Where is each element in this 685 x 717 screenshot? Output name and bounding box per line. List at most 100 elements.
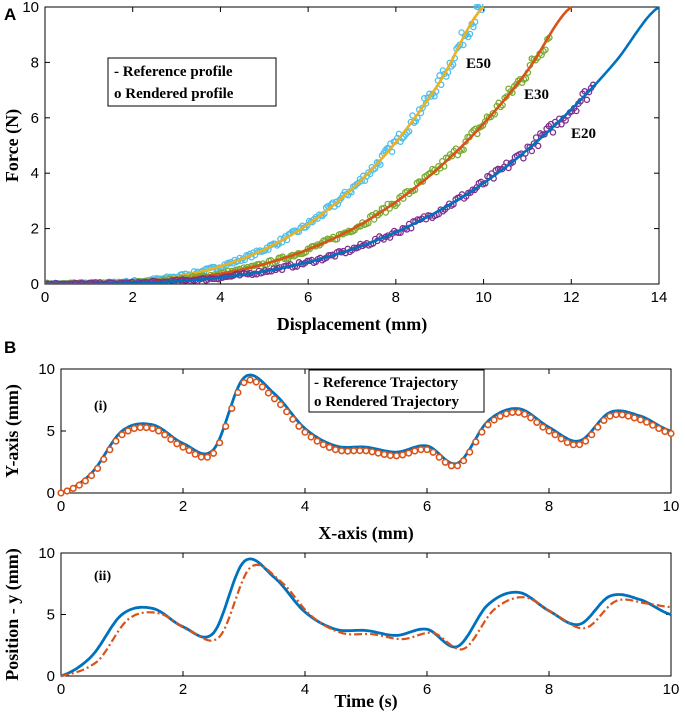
rendered-point [185, 446, 193, 455]
rendered-markers-e20 [45, 81, 597, 284]
rendered-point [624, 412, 632, 420]
rendered-point [319, 441, 327, 449]
rendered-point [93, 464, 102, 473]
rendered-point [532, 134, 540, 141]
rendered-point [270, 395, 279, 403]
rendered-point [362, 447, 370, 455]
y-axis-label: Y-axis (mm) [2, 384, 23, 478]
x-tick-label: 6 [423, 681, 431, 698]
rendered-point [405, 128, 413, 135]
y-tick-label: 5 [47, 423, 55, 440]
rendered-point [380, 450, 388, 459]
rendered-point [264, 389, 273, 397]
x-tick-label: 0 [41, 289, 49, 306]
rendered-point [667, 429, 675, 438]
rendered-point [534, 142, 542, 150]
rendered-point [57, 489, 65, 497]
rendered-point [533, 418, 541, 427]
rendered-point [542, 46, 549, 53]
x-tick-label: 8 [545, 498, 553, 515]
x-tick-label: 6 [304, 289, 312, 306]
rendered-point [522, 75, 530, 82]
subplot-tag-ii: (ii) [94, 569, 111, 584]
rendered-point [502, 410, 510, 418]
rendered-point [447, 462, 456, 470]
reference-position-line [60, 557, 672, 678]
reference-line-e20 [45, 5, 659, 284]
rendered-point [301, 428, 309, 436]
y-tick-label: 10 [38, 361, 55, 378]
x-tick-label: 10 [475, 289, 492, 306]
rendered-point [417, 446, 425, 454]
y-tick-label: 10 [38, 545, 55, 562]
rendered-point [258, 383, 266, 391]
rendered-point [325, 443, 334, 452]
rendered-point [573, 107, 580, 115]
rendered-point [490, 416, 498, 424]
x-axis-label: Displacement (mm) [277, 314, 427, 335]
rendered-point [460, 457, 468, 465]
rendered-point [234, 388, 242, 397]
reference-line-e30 [45, 6, 573, 284]
rendered-point [155, 427, 163, 435]
rendered-point [563, 438, 571, 447]
rendered-point [545, 427, 553, 435]
rendered-point [405, 449, 413, 457]
x-tick-label: 10 [663, 681, 680, 698]
rendered-point [594, 423, 602, 431]
legend-entry-reference: - Reference Trajectory [314, 375, 459, 391]
x-axis-label: Time (s) [334, 691, 397, 712]
rendered-point [216, 439, 224, 447]
rendered-point [528, 147, 536, 155]
rendered-point [277, 401, 285, 409]
rendered-point [484, 421, 492, 429]
rendered-point [448, 152, 456, 160]
rendered-point [514, 408, 523, 417]
reference-line-e50 [45, 6, 485, 284]
rendered-point [338, 194, 345, 202]
chart-trajectory-xy: 0 2 4 6 8 10 0 5 10 X-axis (mm) Y-axis (mm) (i) - Re… [2, 361, 679, 544]
x-tick-label: 2 [179, 498, 187, 515]
rendered-point [173, 440, 181, 448]
rendered-point [539, 423, 547, 431]
y-tick-label: 6 [31, 110, 39, 127]
x-tick-label: 14 [651, 289, 668, 306]
rendered-point [466, 448, 474, 456]
y-tick-label: 8 [31, 54, 39, 71]
rendered-position-line [60, 563, 672, 678]
rendered-point [100, 455, 108, 463]
x-tick-label: 2 [179, 681, 187, 698]
rendered-point [612, 411, 620, 419]
rendered-point [481, 0, 486, 3]
rendered-point [411, 447, 419, 455]
rendered-point [295, 422, 303, 430]
rendered-markers-e50 [45, 0, 486, 284]
rendered-point [313, 437, 321, 445]
rendered-point [197, 453, 205, 461]
rendered-point [399, 451, 407, 459]
plot-area-a [45, 0, 659, 284]
rendered-point [557, 435, 565, 443]
rendered-point [397, 138, 404, 145]
subplot-tag-i: (i) [94, 399, 108, 414]
rendered-point [600, 416, 608, 425]
y-tick-label: 0 [47, 485, 55, 502]
rendered-point [338, 447, 346, 455]
rendered-point [124, 427, 132, 435]
rendered-point [331, 446, 340, 454]
legend-entry-rendered: o Rendered Trajectory [314, 394, 459, 410]
x-tick-label: 8 [392, 289, 400, 306]
rendered-point [81, 477, 89, 485]
rendered-point [478, 428, 486, 436]
rendered-point [527, 414, 535, 422]
rendered-point [118, 431, 126, 439]
rendered-point [112, 437, 120, 445]
rendered-point [581, 437, 590, 445]
rendered-point [655, 424, 663, 433]
rendered-point [283, 408, 291, 416]
rendered-point [583, 96, 591, 104]
panel-letter-a: A [4, 5, 16, 24]
plot-frame [60, 552, 672, 677]
rendered-point [453, 462, 462, 470]
rendered-point [588, 431, 596, 439]
